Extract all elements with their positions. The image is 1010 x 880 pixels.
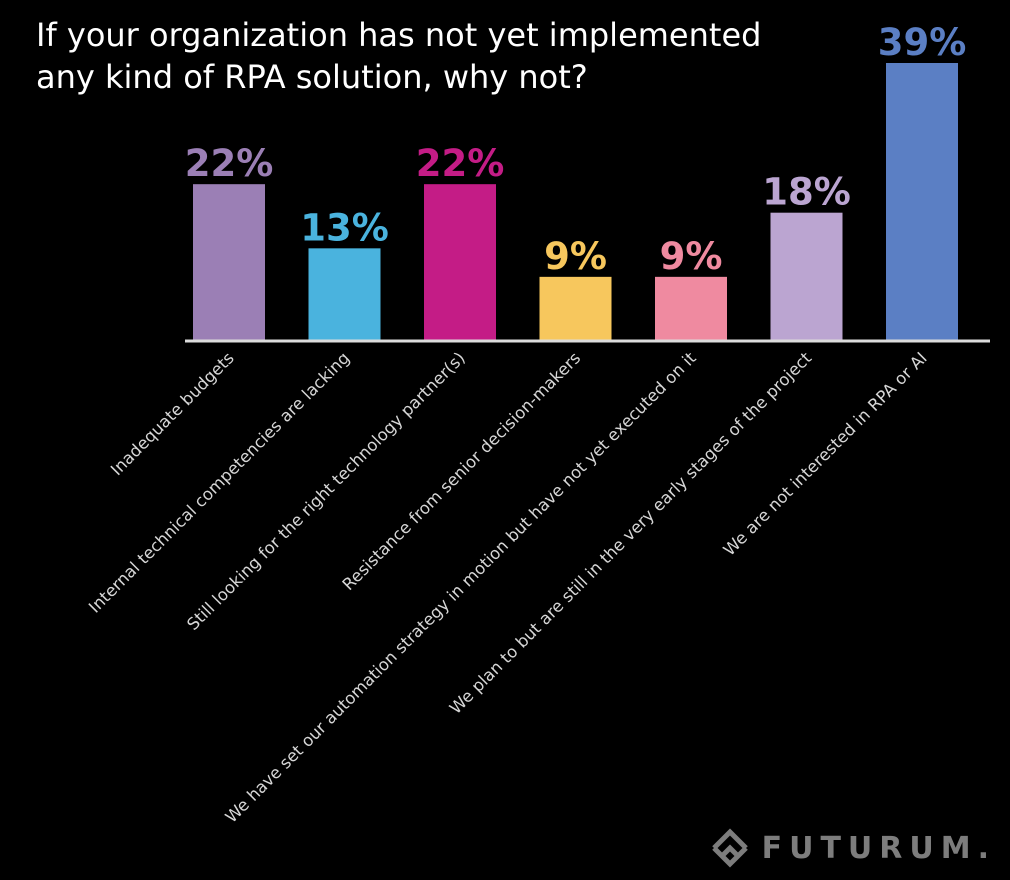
bar-2: [308, 248, 381, 341]
bar-5: [655, 276, 727, 341]
bar-1: [193, 184, 265, 341]
value-label-2: 13%: [300, 206, 389, 249]
value-label-7: 39%: [878, 21, 967, 64]
chart-title-line-1: If your organization has not yet impleme…: [36, 16, 762, 54]
value-label-3: 22%: [416, 142, 505, 185]
category-label-3: Still looking for the right technology p…: [183, 348, 469, 634]
value-label-4: 9%: [544, 235, 607, 278]
bar-4: [539, 276, 612, 341]
brand-logo: FUTURUM.: [708, 826, 996, 870]
value-label-1: 22%: [185, 142, 274, 185]
chart-title-line-2: any kind of RPA solution, why not?: [36, 58, 588, 96]
brand-name: FUTURUM.: [761, 830, 996, 866]
category-label-7: We are not interested in RPA or AI: [720, 348, 931, 559]
value-label-5: 9%: [660, 235, 723, 278]
futurum-logo-icon: [711, 828, 748, 868]
bar-7: [886, 63, 958, 341]
category-label-2: Internal technical competencies are lack…: [85, 348, 353, 616]
category-label-4: Resistance from senior decision-makers: [339, 348, 585, 594]
bar-6: [770, 212, 843, 341]
category-label-1: Inadequate budgets: [107, 348, 238, 479]
chart-title: If your organization has not yet impleme…: [36, 14, 796, 98]
bar-3: [424, 184, 496, 341]
value-label-6: 18%: [762, 171, 851, 214]
